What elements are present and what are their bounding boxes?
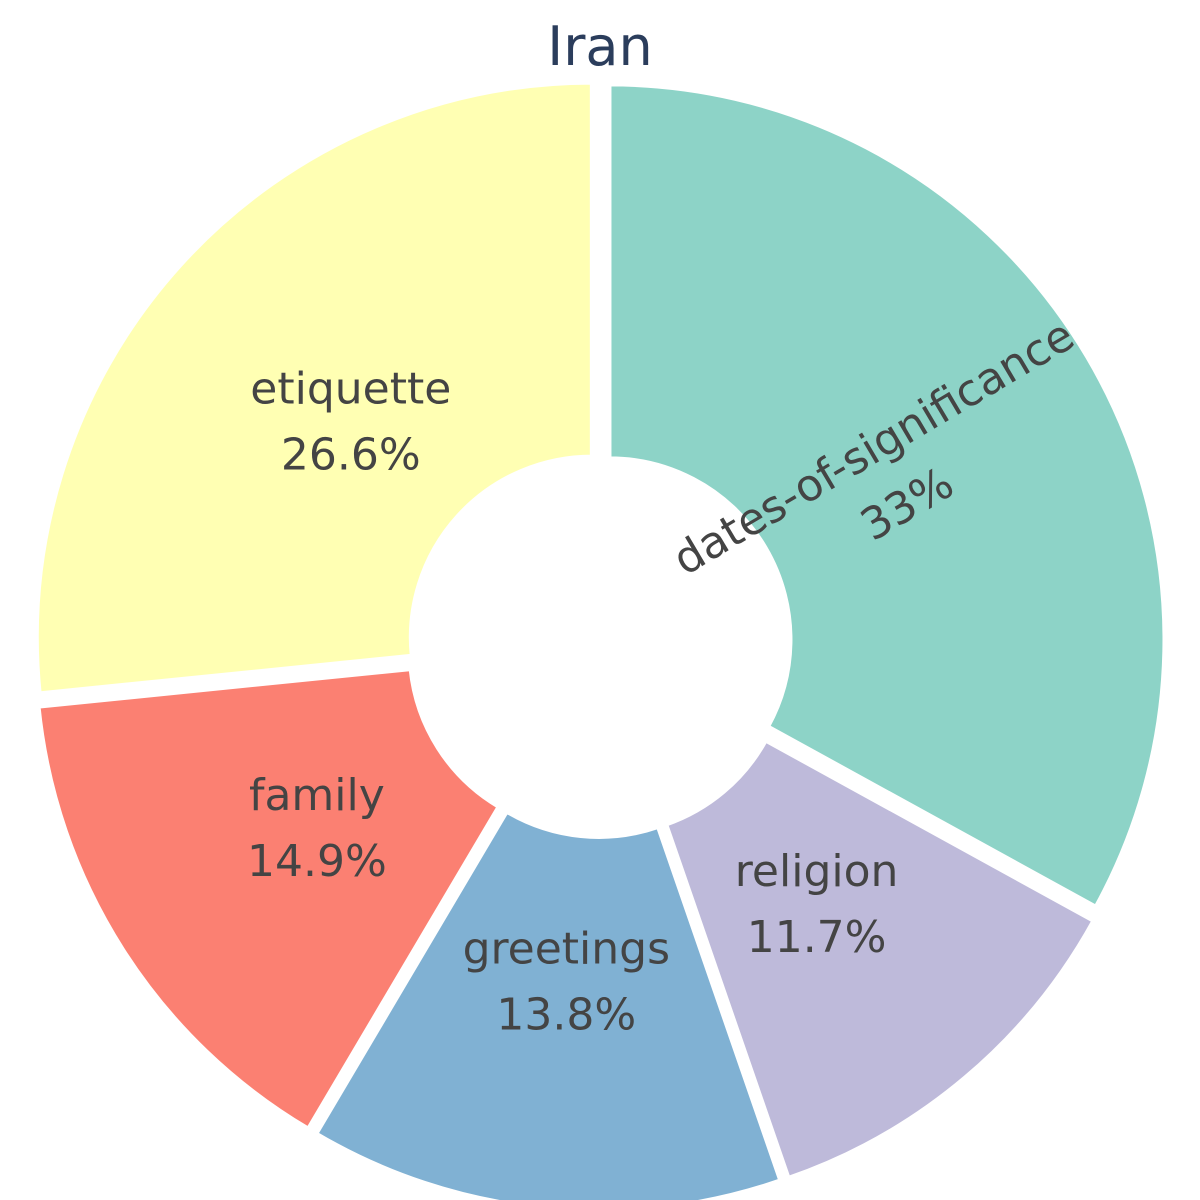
slice-label-family: family 14.9%	[247, 770, 387, 887]
slice-name-label: greetings	[463, 923, 670, 974]
slice-value-label: 14.9%	[247, 836, 387, 887]
slice-label-greetings: greetings 13.8%	[463, 923, 670, 1040]
slice-dates-of-significance	[607, 82, 1167, 910]
slice-value-label: 11.7%	[747, 912, 887, 963]
slice-name-label: etiquette	[250, 364, 451, 415]
slice-value-label: 26.6%	[281, 430, 421, 481]
slice-name-label: religion	[735, 846, 899, 897]
slice-label-religion: religion 11.7%	[735, 846, 899, 963]
slice-etiquette	[34, 80, 594, 696]
slice-name-label: family	[249, 770, 385, 821]
slices-group	[34, 80, 1167, 1200]
slice-religion	[663, 737, 1097, 1181]
slice-family	[36, 666, 502, 1132]
chart-title: Iran	[547, 15, 652, 78]
slice-value-label: 13.8%	[496, 989, 636, 1040]
slice-greetings	[313, 809, 783, 1200]
slice-label-etiquette: etiquette 26.6%	[250, 364, 451, 481]
